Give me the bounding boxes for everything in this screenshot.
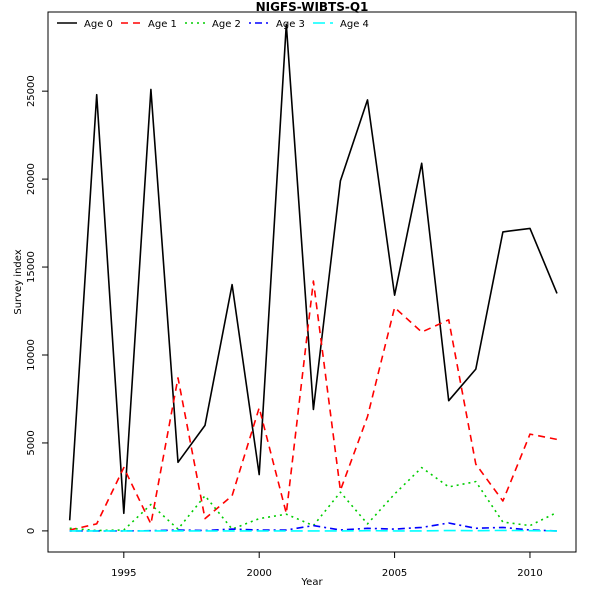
legend-label-age-1: Age 1: [148, 19, 177, 30]
series-lines: [68, 23, 558, 532]
series-line-age-0: [68, 23, 558, 521]
x-tick-label-1: 2000: [246, 568, 271, 579]
x-tick-label-0: 1995: [111, 568, 136, 579]
legend-label-age-4: Age 4: [340, 19, 369, 30]
y-tick-label-3: 15000: [26, 251, 37, 283]
legend-label-age-3: Age 3: [276, 19, 305, 30]
y-axis-label: Survey index: [13, 249, 24, 314]
chart-title: NIGFS-WIBTS-Q1: [256, 0, 369, 14]
y-axis: 0 5000 10000 15000 20000 25000: [26, 75, 48, 534]
series-line-age-4: [69, 529, 558, 532]
x-axis-label: Year: [300, 577, 323, 588]
x-tick-label-3: 2010: [517, 568, 542, 579]
y-tick-label-1: 5000: [26, 430, 37, 455]
y-tick-label-4: 20000: [26, 163, 37, 195]
series-line-age-3: [69, 522, 558, 532]
legend-label-age-0: Age 0: [84, 19, 113, 30]
series-line-age-1: [69, 280, 558, 531]
series-line-age-2: [69, 466, 558, 532]
plot-frame: [47, 11, 577, 553]
y-tick-label-2: 10000: [26, 339, 37, 371]
legend-label-age-2: Age 2: [212, 19, 241, 30]
y-tick-label-0: 0: [26, 528, 37, 534]
y-tick-label-5: 25000: [26, 75, 37, 107]
x-tick-label-2: 2005: [382, 568, 407, 579]
legend: Age 0 Age 1 Age 2 Age 3 Age 4: [57, 19, 369, 30]
x-axis: 1995 2000 2005 2010: [111, 552, 543, 579]
